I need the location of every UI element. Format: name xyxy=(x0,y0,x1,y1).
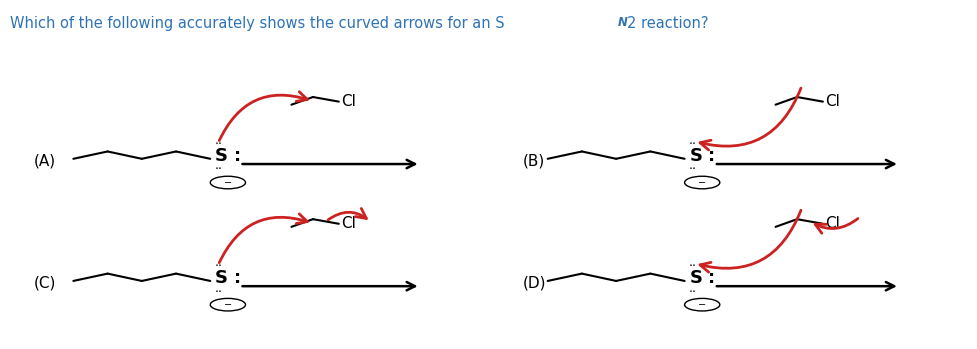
Text: ⋅⋅: ⋅⋅ xyxy=(688,138,696,151)
Text: :: : xyxy=(707,269,714,287)
Text: ⋅⋅: ⋅⋅ xyxy=(214,138,222,151)
Text: −: − xyxy=(224,178,232,187)
Text: (A): (A) xyxy=(34,153,57,168)
Text: ⋅⋅: ⋅⋅ xyxy=(688,285,696,299)
Text: −: − xyxy=(698,178,705,187)
Text: ⋅⋅: ⋅⋅ xyxy=(688,163,696,177)
Text: S: S xyxy=(215,147,228,165)
Text: 2 reaction?: 2 reaction? xyxy=(626,16,707,31)
Text: Cl: Cl xyxy=(341,216,356,231)
Text: (B): (B) xyxy=(523,153,545,168)
Text: ⋅⋅: ⋅⋅ xyxy=(214,163,222,177)
Text: S: S xyxy=(689,147,701,165)
Text: N: N xyxy=(617,16,627,29)
Text: (D): (D) xyxy=(523,275,546,290)
Text: S: S xyxy=(689,269,701,287)
Text: ⋅⋅: ⋅⋅ xyxy=(214,260,222,273)
Text: Cl: Cl xyxy=(341,94,356,109)
Text: Cl: Cl xyxy=(825,94,839,109)
Text: ⋅⋅: ⋅⋅ xyxy=(214,285,222,299)
Text: −: − xyxy=(698,300,705,310)
Text: Cl: Cl xyxy=(825,216,839,231)
Text: :: : xyxy=(234,147,240,165)
Text: ⋅⋅: ⋅⋅ xyxy=(688,260,696,273)
Text: S: S xyxy=(215,269,228,287)
Text: :: : xyxy=(234,269,240,287)
Text: :: : xyxy=(707,147,714,165)
Text: (C): (C) xyxy=(34,275,57,290)
Text: Which of the following accurately shows the curved arrows for an S: Which of the following accurately shows … xyxy=(10,16,504,31)
Text: −: − xyxy=(224,300,232,310)
